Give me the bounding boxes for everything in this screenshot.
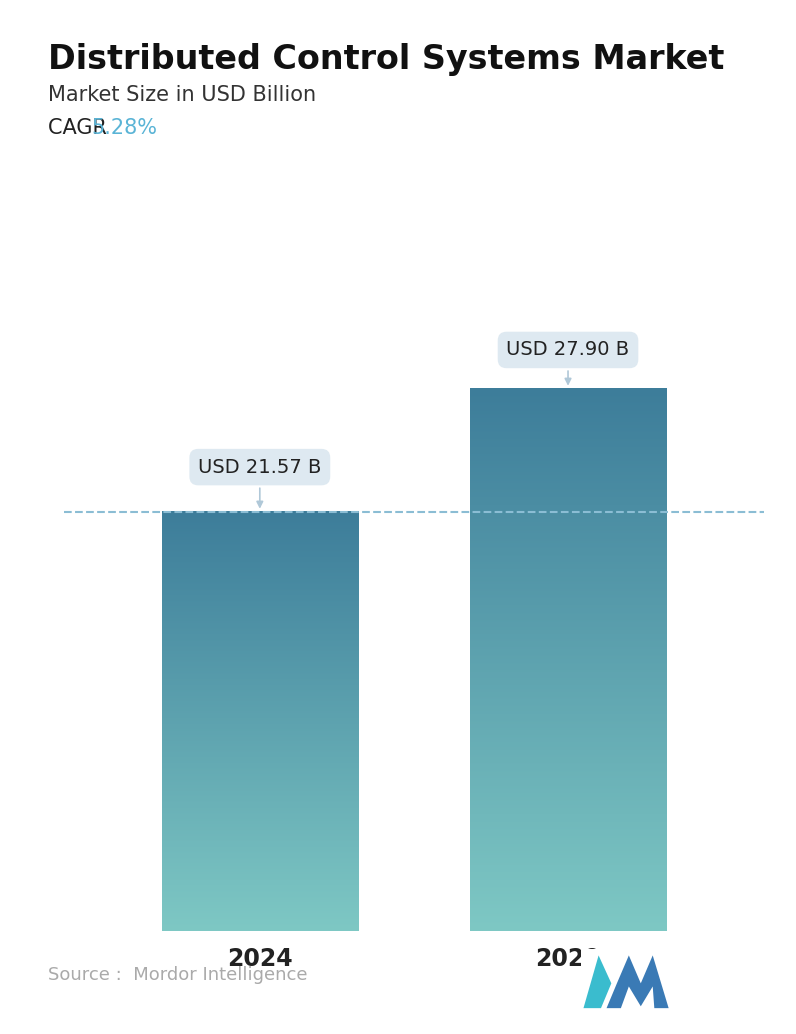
Text: Market Size in USD Billion: Market Size in USD Billion bbox=[48, 85, 316, 104]
Text: USD 27.90 B: USD 27.90 B bbox=[506, 340, 630, 384]
Text: 5.28%: 5.28% bbox=[92, 118, 158, 138]
Text: CAGR: CAGR bbox=[48, 118, 113, 138]
Text: Source :  Mordor Intelligence: Source : Mordor Intelligence bbox=[48, 967, 307, 984]
Polygon shape bbox=[583, 955, 611, 1008]
Text: USD 21.57 B: USD 21.57 B bbox=[198, 458, 322, 507]
Text: Distributed Control Systems Market: Distributed Control Systems Market bbox=[48, 43, 724, 77]
Polygon shape bbox=[607, 955, 669, 1008]
